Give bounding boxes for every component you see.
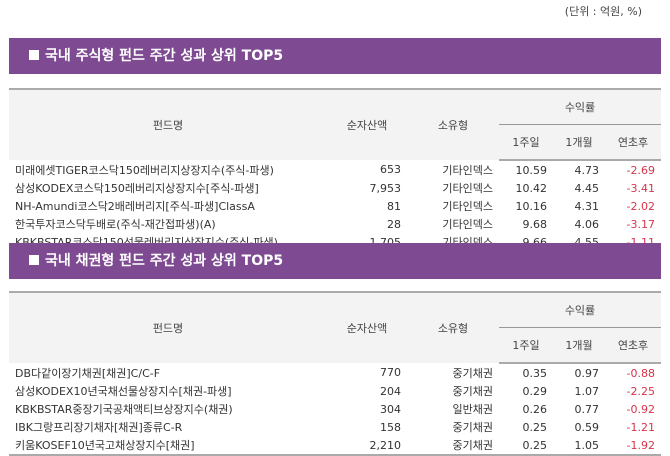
return-1month: 0.97 xyxy=(574,366,600,380)
return-1week: 0.25 xyxy=(522,420,548,434)
return-ytd: -3.41 xyxy=(626,181,655,195)
fund-subtype: 기타인덱스 xyxy=(442,218,493,231)
fund-name: 삼성KODEX10년국채선물상장지수[채권-파생] xyxy=(15,385,232,398)
header-ytd: 연초후 xyxy=(605,124,661,161)
return-1month: 1.05 xyxy=(553,436,605,456)
fund-subtype: 중기채권 xyxy=(452,385,493,398)
square-bullet-icon xyxy=(29,50,39,60)
return-ytd: -2.25 xyxy=(626,384,655,398)
net-assets: 158 xyxy=(380,420,401,434)
return-ytd: -3.17 xyxy=(626,217,655,231)
fund-name: NH-Amundi코스닥2배레버리지[주식-파생]ClassA xyxy=(15,200,255,213)
return-ytd: -2.69 xyxy=(626,163,655,177)
return-1week: 0.29 xyxy=(522,384,548,398)
header-returns: 수익률 xyxy=(499,291,661,328)
fund-name: IBK그랑프리장기채자[채권]종류C-R xyxy=(15,421,183,434)
unit-label: (단위 : 억원, %) xyxy=(564,5,642,18)
equity-fund-table: 펀드명 순자산액 소유형 수익률 1주일 1개월 연초후 미래에셋TIGER코스… xyxy=(9,88,661,253)
header-ytd: 연초후 xyxy=(605,327,661,364)
section-banner-equity: 국내 주식형 펀드 주간 성과 상위 TOP5 xyxy=(9,38,661,74)
table-row: DB다같이장기채권[채권]C/C-F 770 중기채권 0.35 0.97 -0… xyxy=(9,363,661,382)
table-row: KBKBSTAR중장기국공채액티브상장지수(채권) 304 일반채권 0.26 … xyxy=(9,400,661,418)
return-ytd: -2.02 xyxy=(626,199,655,213)
return-1month: 0.59 xyxy=(574,420,600,434)
header-1month: 1개월 xyxy=(553,124,605,161)
table-row: 미래에셋TIGER코스닥150레버리지상장지수(주식-파생) 653 기타인덱스… xyxy=(9,160,661,179)
return-1month: 4.31 xyxy=(574,199,600,213)
fund-subtype: 기타인덱스 xyxy=(442,163,493,177)
table-row: IBK그랑프리장기채자[채권]종류C-R 158 중기채권 0.25 0.59 … xyxy=(9,418,661,436)
net-assets: 770 xyxy=(380,366,401,379)
return-1week: 10.42 xyxy=(515,181,548,195)
header-fund-name: 펀드명 xyxy=(9,291,327,363)
header-net-assets: 순자산액 xyxy=(327,88,407,160)
table-row: NH-Amundi코스닥2배레버리지[주식-파생]ClassA 81 기타인덱스… xyxy=(9,197,661,215)
fund-subtype: 중기채권 xyxy=(452,421,493,434)
return-1week: 10.59 xyxy=(515,163,548,177)
net-assets: 204 xyxy=(380,384,401,398)
fund-name: 한국투자코스닥두배로(주식-재간접파생)(A) xyxy=(15,218,216,231)
return-ytd: -1.21 xyxy=(626,420,655,434)
header-1month: 1개월 xyxy=(553,327,605,364)
net-assets: 28 xyxy=(387,217,401,231)
fund-name: KBKBSTAR중장기국공채액티브상장지수(채권) xyxy=(15,403,233,416)
return-ytd: -0.92 xyxy=(626,402,655,416)
fund-subtype: 중기채권 xyxy=(452,366,493,380)
header-fund-name: 펀드명 xyxy=(9,88,327,160)
section-banner-bond: 국내 채권형 펀드 주간 성과 상위 TOP5 xyxy=(9,243,661,279)
fund-name: 삼성KODEX코스닥150레버리지상장지수[주식-파생] xyxy=(15,182,259,195)
bond-fund-table: 펀드명 순자산액 소유형 수익률 1주일 1개월 연초후 DB다같이장기채권[채… xyxy=(9,291,661,456)
table-row: 한국투자코스닥두배로(주식-재간접파생)(A) 28 기타인덱스 9.68 4.… xyxy=(9,215,661,233)
fund-name: 키움KOSEF10년국고채상장지수[채권] xyxy=(9,436,327,456)
header-1week: 1주일 xyxy=(499,327,553,364)
section-title: 국내 채권형 펀드 주간 성과 상위 TOP5 xyxy=(45,253,284,269)
return-1month: 1.07 xyxy=(574,384,600,398)
return-1week: 0.35 xyxy=(522,366,548,380)
net-assets: 653 xyxy=(380,163,401,176)
return-1week: 10.16 xyxy=(515,199,548,213)
table-row: 삼성KODEX코스닥150레버리지상장지수[주식-파생] 7,953 기타인덱스… xyxy=(9,179,661,197)
header-1week: 1주일 xyxy=(499,124,553,161)
table-row: 키움KOSEF10년국고채상장지수[채권] 2,210 중기채권 0.25 1.… xyxy=(9,436,661,456)
fund-name: 미래에셋TIGER코스닥150레버리지상장지수(주식-파생) xyxy=(15,163,274,177)
section-title: 국내 주식형 펀드 주간 성과 상위 TOP5 xyxy=(45,48,284,64)
return-1week: 0.25 xyxy=(499,436,553,456)
return-1month: 4.45 xyxy=(574,181,600,195)
fund-subtype: 중기채권 xyxy=(407,436,499,456)
return-1week: 0.26 xyxy=(522,402,548,416)
header-subtype: 소유형 xyxy=(407,88,499,160)
return-ytd: -1.92 xyxy=(605,436,661,456)
header-net-assets: 순자산액 xyxy=(327,291,407,363)
return-1week: 9.68 xyxy=(522,217,548,231)
header-subtype: 소유형 xyxy=(407,291,499,363)
net-assets: 7,953 xyxy=(369,181,402,195)
table-row: 삼성KODEX10년국채선물상장지수[채권-파생] 204 중기채권 0.29 … xyxy=(9,382,661,400)
square-bullet-icon xyxy=(29,255,39,265)
net-assets: 81 xyxy=(387,199,401,213)
net-assets: 304 xyxy=(380,402,401,416)
return-ytd: -0.88 xyxy=(626,366,655,380)
return-1month: 4.06 xyxy=(574,217,600,231)
net-assets: 2,210 xyxy=(327,436,407,456)
fund-name: DB다같이장기채권[채권]C/C-F xyxy=(15,366,161,380)
fund-subtype: 일반채권 xyxy=(452,403,493,416)
return-1month: 0.77 xyxy=(574,402,600,416)
header-returns: 수익률 xyxy=(499,88,661,125)
fund-subtype: 기타인덱스 xyxy=(442,182,493,195)
fund-subtype: 기타인덱스 xyxy=(442,200,493,213)
return-1month: 4.73 xyxy=(574,163,600,177)
